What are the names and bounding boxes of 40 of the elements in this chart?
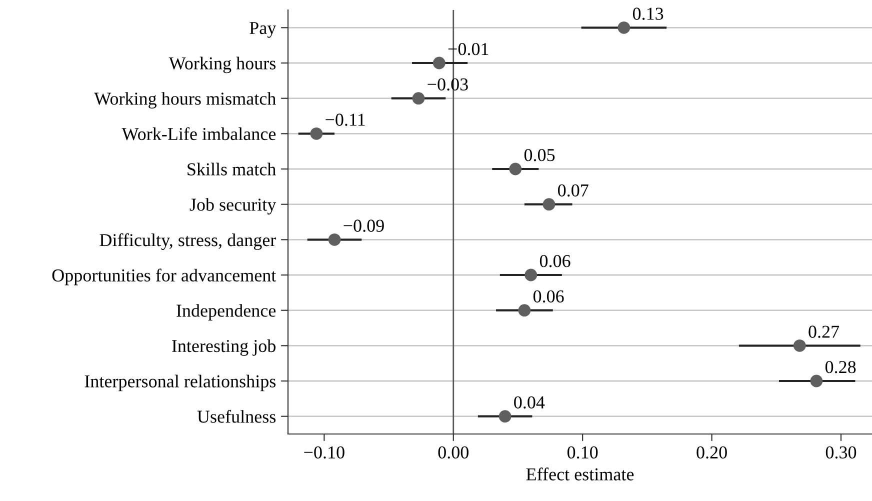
point xyxy=(432,56,446,70)
y-tick-label: Interpersonal relationships xyxy=(84,374,276,392)
x-axis-title: Effect estimate xyxy=(526,468,634,480)
data-label: 0.06 xyxy=(533,290,564,303)
data-label: 0.13 xyxy=(632,8,664,20)
x-tick-label: 0.30 xyxy=(826,446,856,459)
data-label: 0.05 xyxy=(524,148,555,162)
data-label: 0.04 xyxy=(514,396,545,409)
y-tick-label: Interesting job xyxy=(172,339,276,356)
data-label: 0.06 xyxy=(540,254,570,268)
data-label: 0.07 xyxy=(558,184,588,197)
y-tick-label: Usefulness xyxy=(197,410,276,423)
data-label: 0.27 xyxy=(808,326,840,338)
data-label: −0.11 xyxy=(326,114,365,126)
y-tick-label: Pay xyxy=(250,22,276,38)
point xyxy=(618,21,630,34)
y-tick-label: Work-Life imbalance xyxy=(122,127,276,140)
x-tick-label: 0.10 xyxy=(567,446,598,459)
x-tick-label: 0.20 xyxy=(696,446,727,459)
data-label: −0.09 xyxy=(344,220,384,232)
y-tick-label: Independence xyxy=(176,304,276,320)
point xyxy=(793,339,806,352)
x-tick-label: 0.00 xyxy=(438,446,468,459)
point xyxy=(524,268,538,282)
point xyxy=(498,410,512,423)
y-tick-label: Job security xyxy=(190,198,276,214)
point xyxy=(328,233,341,246)
y-tick-label: Skills match xyxy=(188,162,276,176)
point xyxy=(810,374,823,388)
y-tick-label: Difficulty, stress, danger xyxy=(100,233,276,250)
y-tick-label: Opportunities for advancement xyxy=(52,268,276,286)
y-tick-label: Working hours mismatch xyxy=(94,92,276,108)
point xyxy=(518,304,531,317)
y-tick-label: Working hours xyxy=(168,56,276,74)
x-tick-label: −0.10 xyxy=(304,446,344,459)
point xyxy=(509,162,522,176)
point xyxy=(310,127,323,140)
point xyxy=(412,92,425,105)
point xyxy=(542,198,556,211)
data-label: 0.28 xyxy=(825,360,856,374)
